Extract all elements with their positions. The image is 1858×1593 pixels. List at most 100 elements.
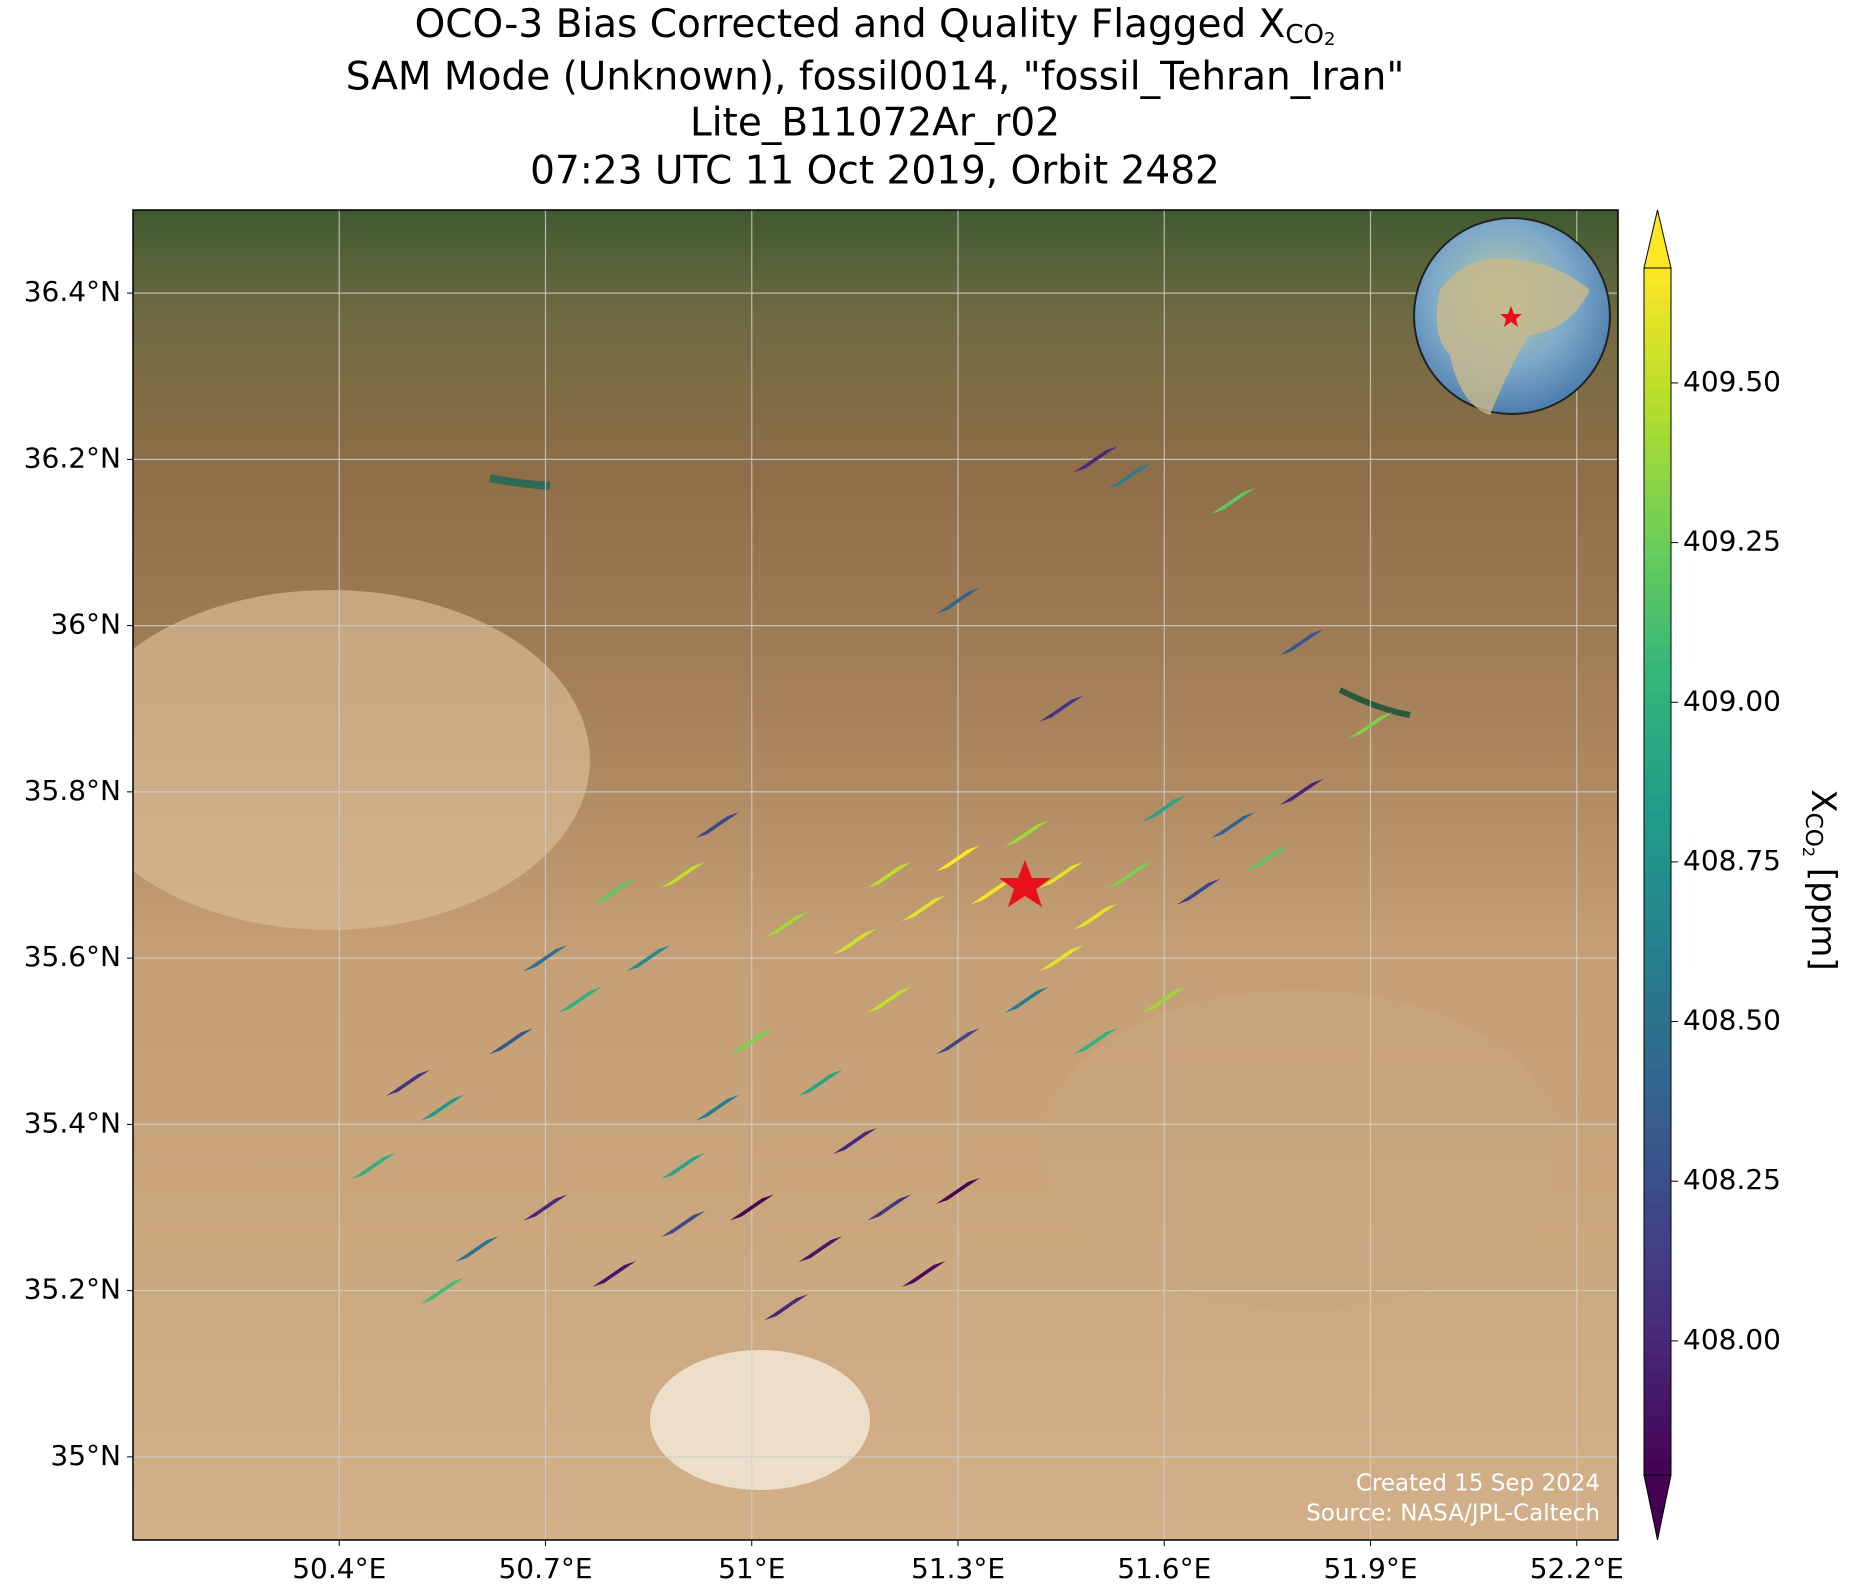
footprint: [1073, 1028, 1118, 1055]
colorbar-segment: [1644, 1007, 1671, 1023]
footprint: [1039, 695, 1084, 722]
colorbar-segment: [1644, 826, 1671, 842]
colorbar-segment: [1644, 1293, 1671, 1310]
colorbar-segment: [1644, 524, 1671, 541]
footprint: [1279, 629, 1324, 656]
footprint: [867, 986, 912, 1013]
colorbar-segment: [1644, 343, 1671, 360]
y-tick-label: 35.6°N: [24, 940, 121, 973]
colorbar-segment: [1644, 268, 1671, 284]
colorbar-extend-min: [1643, 1474, 1672, 1541]
colorbar-segment: [1644, 403, 1671, 420]
continents: [1436, 258, 1590, 415]
colorbar-segment: [1644, 630, 1671, 646]
colorbar-segment: [1644, 1399, 1671, 1416]
footprint: [1107, 862, 1152, 888]
colorbar-label-text: X: [1804, 789, 1844, 812]
colorbar-label-unit: [ppm]: [1804, 857, 1844, 971]
footprint: [592, 878, 637, 905]
footprint: [557, 986, 602, 1013]
colorbar-tick-label: 409.50: [1683, 365, 1781, 398]
globe-star: [1500, 306, 1522, 327]
footprint: [798, 1069, 843, 1096]
colorbar-segment: [1644, 811, 1671, 827]
footer-source: Source: NASA/JPL-Caltech: [1306, 1501, 1600, 1527]
footprint: [489, 1028, 534, 1055]
colorbar-segment: [1644, 1339, 1671, 1355]
colorbar: 408.00 408.25 408.50 408.75 409.00 409.25 409.…: [1643, 209, 1781, 1541]
footprint: [1348, 712, 1393, 739]
colorbar-segment: [1644, 856, 1671, 873]
title-line: OCO-3 Bias Corrected and Quality Flagged…: [415, 2, 1336, 51]
footprint: [1039, 862, 1084, 888]
colorbar-segment: [1644, 690, 1671, 707]
colorbar-segment: [1644, 931, 1671, 948]
footprint: [661, 1152, 705, 1179]
colorbar-segment: [1644, 1248, 1671, 1265]
footprint: [351, 1152, 396, 1179]
x-tick-label: 51.3°E: [911, 1552, 1005, 1585]
footprint: [1245, 845, 1290, 872]
footer-created: Created 15 Sep 2024: [1356, 1471, 1600, 1497]
colorbar-segment: [1644, 886, 1671, 903]
grid: [133, 210, 1618, 1540]
colorbar-segment: [1644, 554, 1671, 571]
colorbar-segment: [1644, 1097, 1671, 1114]
x-tick-label: 51.9°E: [1323, 1552, 1417, 1585]
colorbar-segment: [1644, 1052, 1671, 1069]
footprint: [1004, 820, 1049, 847]
colorbar-frame: [1643, 267, 1672, 1476]
footprint: [523, 945, 568, 972]
title-subscript: 2: [1324, 29, 1335, 50]
colorbar-label-sub: CO: [1801, 813, 1827, 847]
footprint: [454, 1236, 499, 1263]
footprint: [661, 862, 705, 888]
footprint: [936, 845, 980, 872]
salt-lake: [650, 1350, 870, 1490]
title-subscript: CO: [1285, 20, 1324, 50]
colorbar-segment: [1644, 313, 1671, 329]
title-line: 07:23 UTC 11 Oct 2019, Orbit 2482: [530, 149, 1220, 194]
x-tick-label: 52.2°E: [1530, 1552, 1624, 1585]
colorbar-segment: [1644, 841, 1671, 858]
target-star: [999, 860, 1051, 907]
map-area: [133, 210, 1618, 1540]
colorbar-segment: [1644, 298, 1671, 314]
colorbar-segment: [1644, 796, 1671, 812]
footprint: [1142, 986, 1187, 1013]
colorbar-segment: [1644, 1203, 1671, 1220]
colorbar-segment: [1644, 1444, 1671, 1461]
colorbar-segment: [1644, 1384, 1671, 1401]
colorbar-segment: [1644, 1188, 1671, 1205]
footprint: [729, 1028, 774, 1055]
y-tick-label: 36°N: [50, 608, 121, 641]
footprint: [901, 895, 946, 922]
colorbar-segment: [1644, 1022, 1671, 1039]
colorbar-segment: [1644, 916, 1671, 933]
colorbar-segment: [1644, 449, 1671, 465]
footprint: [661, 1211, 705, 1238]
colorbar-tick-label: 408.75: [1683, 844, 1781, 877]
title-line: SAM Mode (Unknown), fossil0014, "fossil_…: [346, 55, 1405, 100]
colorbar-segment: [1644, 660, 1671, 676]
colorbar-segment: [1644, 1429, 1671, 1446]
colorbar-segment: [1644, 1127, 1671, 1144]
colorbar-segment: [1644, 433, 1671, 450]
footprint: [695, 812, 740, 839]
footprint: [936, 1177, 980, 1204]
colorbar-segment: [1644, 539, 1671, 556]
footprint: [1279, 778, 1324, 805]
colorbar-segment: [1644, 373, 1671, 390]
colorbar-segment: [1644, 977, 1671, 993]
colorbar-segment: [1644, 388, 1671, 405]
colorbar-segment: [1644, 464, 1671, 480]
footprint: [420, 1277, 465, 1304]
colorbar-segment: [1644, 901, 1671, 918]
footprint: [420, 1094, 465, 1121]
footprint: [1176, 878, 1221, 905]
colorbar-label: XCO2 [ppm]: [1800, 789, 1844, 970]
colorbar-segment: [1644, 720, 1671, 737]
map-frame: [132, 209, 1619, 1541]
colorbar-segment: [1644, 946, 1671, 963]
